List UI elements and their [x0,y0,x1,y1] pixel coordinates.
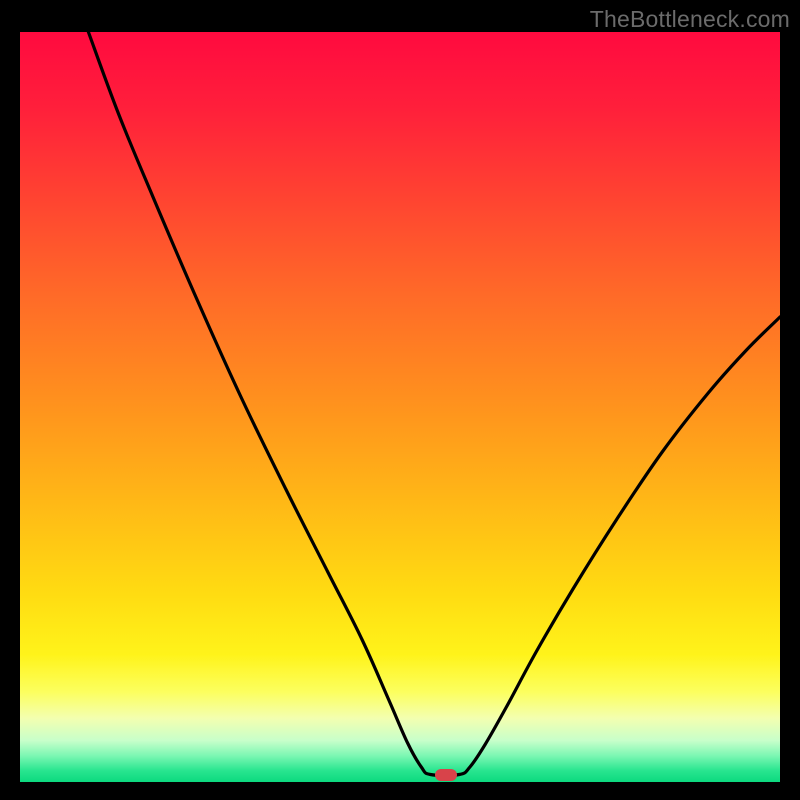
plot-area [20,32,780,782]
bottleneck-curve [20,32,780,782]
chart-frame: TheBottleneck.com [0,0,800,800]
watermark-text: TheBottleneck.com [590,6,790,33]
optimal-marker [435,769,457,781]
